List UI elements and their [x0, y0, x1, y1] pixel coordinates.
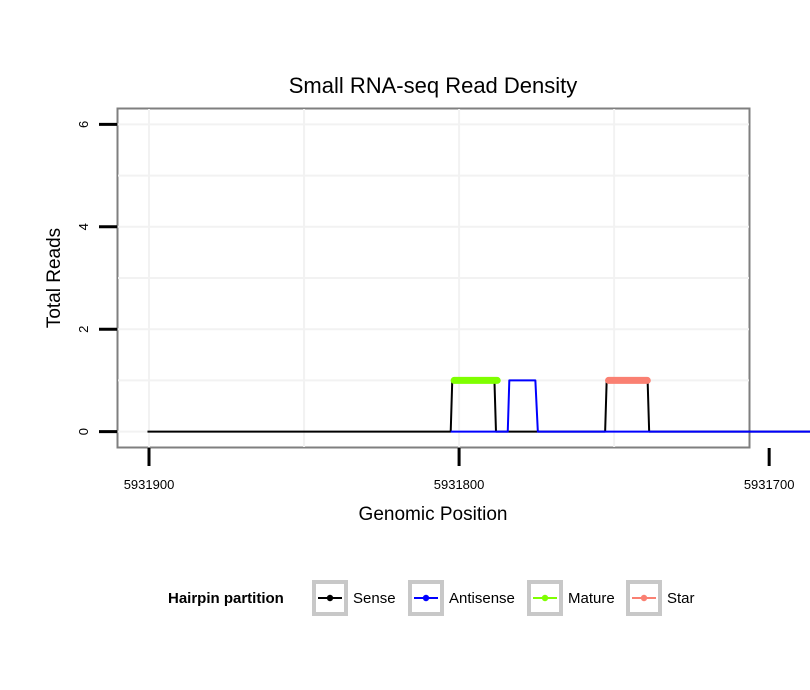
- legend-item-antisense: Antisense: [408, 580, 515, 616]
- data-series: [147, 376, 810, 433]
- legend-item-sense: Sense: [312, 580, 396, 616]
- x-tick-label: 5931900: [124, 477, 175, 492]
- legend-label: Sense: [353, 590, 396, 607]
- grid-lines: [118, 109, 749, 447]
- series-line-sense: [147, 379, 810, 433]
- y-tick-label: 2: [76, 326, 91, 333]
- y-tick-label: 6: [76, 121, 91, 128]
- legend-item-mature: Mature: [527, 580, 615, 616]
- legend-key-point: [326, 594, 334, 602]
- y-tick-label: 4: [76, 223, 91, 230]
- x-tick-label: 5931700: [744, 477, 795, 492]
- y-tick-label: 0: [76, 428, 91, 435]
- y-axis-title: Total Reads: [44, 228, 65, 328]
- legend-key-point: [422, 594, 430, 602]
- legend-label: Star: [667, 590, 695, 607]
- legend-title: Hairpin partition: [168, 590, 284, 607]
- x-axis-title: Genomic Position: [359, 504, 508, 525]
- legend: Hairpin partition Sense Antisense Mature St…: [168, 580, 695, 616]
- legend-item-star: Star: [626, 580, 695, 616]
- legend-key-point: [541, 594, 549, 602]
- legend-key-point: [640, 594, 648, 602]
- legend-label: Mature: [568, 590, 615, 607]
- x-tick-label: 5931800: [434, 477, 485, 492]
- x-axis: 5931900593180059317005931600: [124, 448, 795, 492]
- y-axis: 0 2 4 6: [76, 121, 117, 435]
- series-line-antisense: [450, 379, 810, 433]
- chart-title: Small RNA-seq Read Density: [289, 73, 578, 98]
- legend-label: Antisense: [449, 590, 515, 607]
